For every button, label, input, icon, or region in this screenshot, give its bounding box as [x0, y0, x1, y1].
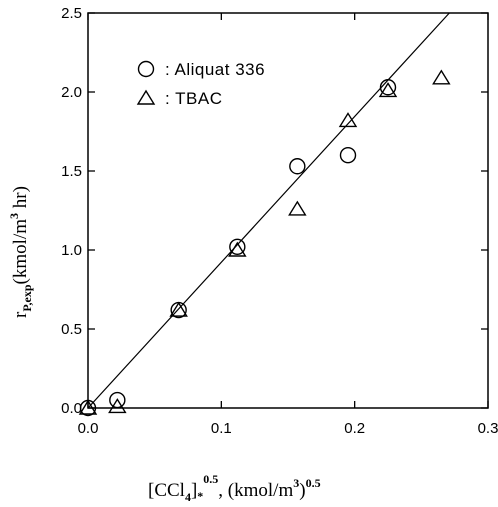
point-aliquat	[289, 158, 306, 175]
x-tick-label: 0.0	[78, 420, 99, 437]
data-marks	[78, 12, 451, 417]
fit-line	[87, 12, 450, 409]
axis-ticks: 0.0 0.1 0.2 0.3 0.0 0.5 1.0 1.5 2.0 2.5	[61, 5, 498, 437]
y-tick-label: 0.5	[61, 321, 82, 338]
y-tick-label: 1.0	[61, 242, 82, 259]
plot-area	[87, 12, 489, 409]
y-tick-label: 0.0	[61, 400, 82, 417]
y-tick-label: 1.5	[61, 163, 82, 180]
point-tbac	[378, 82, 398, 98]
x-axis-label: [CCl4]*0.5, (kmol/m3)0.5	[148, 472, 321, 504]
point-tbac	[288, 200, 307, 216]
y-tick-label: 2.5	[61, 5, 82, 22]
point-aliquat	[170, 301, 187, 319]
point-tbac	[169, 301, 188, 317]
legend-marker-aliquat	[137, 60, 155, 78]
x-tick-label: 0.3	[478, 420, 498, 437]
legend-label-tbac: : TBAC	[165, 89, 222, 108]
point-tbac	[78, 399, 98, 415]
point-tbac	[108, 398, 127, 414]
point-aliquat	[339, 146, 357, 164]
point-aliquat	[379, 79, 397, 96]
point-tbac	[338, 112, 358, 128]
y-axis-label: rP,exp(kmol/m3 hr)	[7, 186, 34, 318]
point-aliquat	[229, 238, 246, 256]
x-tick-label: 0.2	[344, 420, 365, 437]
plot-frame	[87, 12, 489, 409]
legend-marker-tbac	[136, 89, 156, 105]
point-tbac	[228, 241, 247, 257]
point-tbac	[432, 69, 451, 85]
x-tick-label: 0.1	[211, 420, 232, 437]
legend: : Aliquat 336 : TBAC	[136, 60, 265, 108]
legend-label-aliquat: : Aliquat 336	[165, 60, 265, 79]
point-aliquat	[109, 391, 126, 409]
y-tick-label: 2.0	[61, 84, 82, 101]
